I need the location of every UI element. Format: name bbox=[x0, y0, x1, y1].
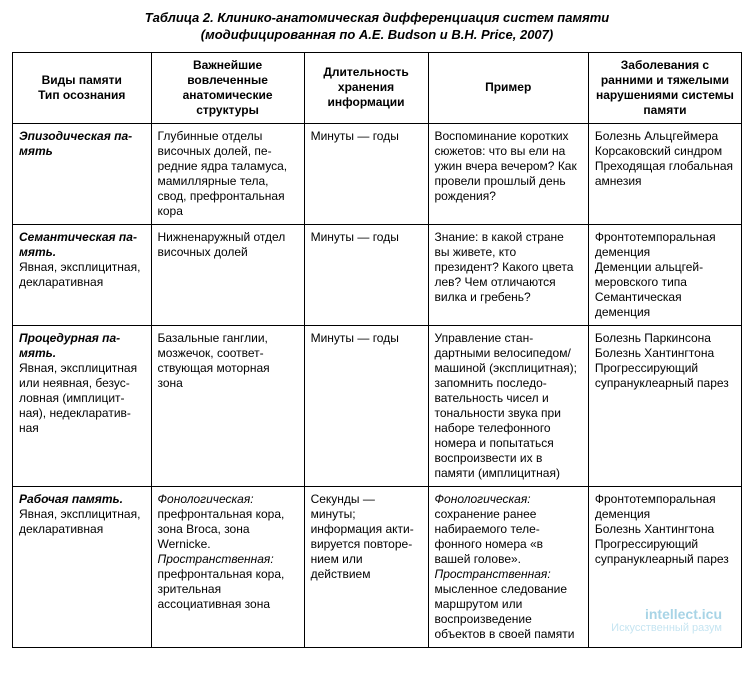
cell-duration: Секунды — минуты; информация акти­вирует… bbox=[304, 486, 428, 647]
cell-disease: Болезнь Паркин­сонаБолезнь Хантинг­тонаП… bbox=[588, 325, 741, 486]
cell-disease: Фронтотемпораль­ная деменцияБолезнь Хант… bbox=[588, 486, 741, 647]
col-header-duration: Длительность хранения информации bbox=[304, 52, 428, 123]
table-header-row: Виды памяти Тип осознания Важнейшие вовл… bbox=[13, 52, 742, 123]
col-header-types: Виды памяти Тип осознания bbox=[13, 52, 152, 123]
table-row: Рабочая память. Явная, эксплицит­ная, де… bbox=[13, 486, 742, 647]
phono-text: префронтальная кора, зона Broca, зона We… bbox=[158, 507, 285, 551]
title-line-2: (модифицированная по A.E. Budson и B.H. … bbox=[201, 27, 553, 42]
phono-head: Фонологическая: bbox=[435, 492, 531, 506]
title-line-1: Таблица 2. Клинико-анатомическая диффере… bbox=[145, 10, 610, 25]
memory-name: Семантическая па­мять. bbox=[19, 230, 137, 259]
spatial-text: мысленное следо­вание маршрутом или восп… bbox=[435, 582, 575, 641]
col-header-types-line1: Виды памяти bbox=[42, 73, 122, 87]
col-header-structures: Важнейшие вовлеченные анатомические стру… bbox=[151, 52, 304, 123]
cell-duration: Минуты — годы bbox=[304, 224, 428, 325]
cell-structures: Глубинные отделы височных долей, пе­редн… bbox=[151, 123, 304, 224]
col-header-example: Пример bbox=[428, 52, 588, 123]
memory-rest: Явная, эксплицитная или неявная, безус­л… bbox=[19, 361, 137, 435]
cell-structures: Базальные ганглии, мозжечок, соответ­ств… bbox=[151, 325, 304, 486]
cell-duration: Минуты — годы bbox=[304, 325, 428, 486]
cell-type: Семантическая па­мять. Явная, эксплицит­… bbox=[13, 224, 152, 325]
spatial-text: префронтальная кора, зрительная ассоциат… bbox=[158, 567, 285, 611]
cell-example: Воспоминание коротких сюжетов: что вы ел… bbox=[428, 123, 588, 224]
table-title: Таблица 2. Клинико-анатомическая диффере… bbox=[12, 10, 742, 44]
spatial-head: Пространственная: bbox=[158, 552, 274, 566]
cell-disease: Болезнь Альцгей­мераКорсаковский син­дро… bbox=[588, 123, 741, 224]
cell-type: Процедурная па­мять. Явная, эксплицитная… bbox=[13, 325, 152, 486]
memory-name: Эпизодическая па­мять bbox=[19, 129, 132, 158]
cell-example: Знание: в какой стране вы живете, кто пр… bbox=[428, 224, 588, 325]
cell-example: Фонологическая: сохранение ранее набирае… bbox=[428, 486, 588, 647]
col-header-types-line2: Тип осознания bbox=[38, 88, 125, 102]
cell-structures: Нижненаружный от­дел височных долей bbox=[151, 224, 304, 325]
table-row: Эпизодическая па­мять Глубинные отделы в… bbox=[13, 123, 742, 224]
memory-rest: Явная, эксплицит­ная, декларативная bbox=[19, 507, 140, 536]
memory-rest: Явная, эксплицит­ная, декларативная bbox=[19, 260, 140, 289]
col-header-disease: Заболевания с ранними и тяжелыми нару­ше… bbox=[588, 52, 741, 123]
table-row: Процедурная па­мять. Явная, эксплицитная… bbox=[13, 325, 742, 486]
table-row: Семантическая па­мять. Явная, эксплицит­… bbox=[13, 224, 742, 325]
cell-duration: Минуты — годы bbox=[304, 123, 428, 224]
table-wrapper: Таблица 2. Клинико-анатомическая диффере… bbox=[12, 10, 742, 648]
memory-systems-table: Виды памяти Тип осознания Важнейшие вовл… bbox=[12, 52, 742, 648]
spatial-head: Пространственная: bbox=[435, 567, 551, 581]
cell-disease: Фронтотемпораль­ная деменцияДеменции аль… bbox=[588, 224, 741, 325]
cell-example: Управление стан­дартными велоси­педом/ма… bbox=[428, 325, 588, 486]
cell-type: Рабочая память. Явная, эксплицит­ная, де… bbox=[13, 486, 152, 647]
phono-text: сохранение ранее набираемого теле­фонног… bbox=[435, 507, 544, 566]
cell-structures: Фонологическая: префронтальная кора, зон… bbox=[151, 486, 304, 647]
memory-name: Процедурная па­мять. bbox=[19, 331, 120, 360]
phono-head: Фонологическая: bbox=[158, 492, 254, 506]
table-body: Эпизодическая па­мять Глубинные отделы в… bbox=[13, 123, 742, 647]
cell-type: Эпизодическая па­мять bbox=[13, 123, 152, 224]
memory-name: Рабочая память. bbox=[19, 492, 123, 506]
